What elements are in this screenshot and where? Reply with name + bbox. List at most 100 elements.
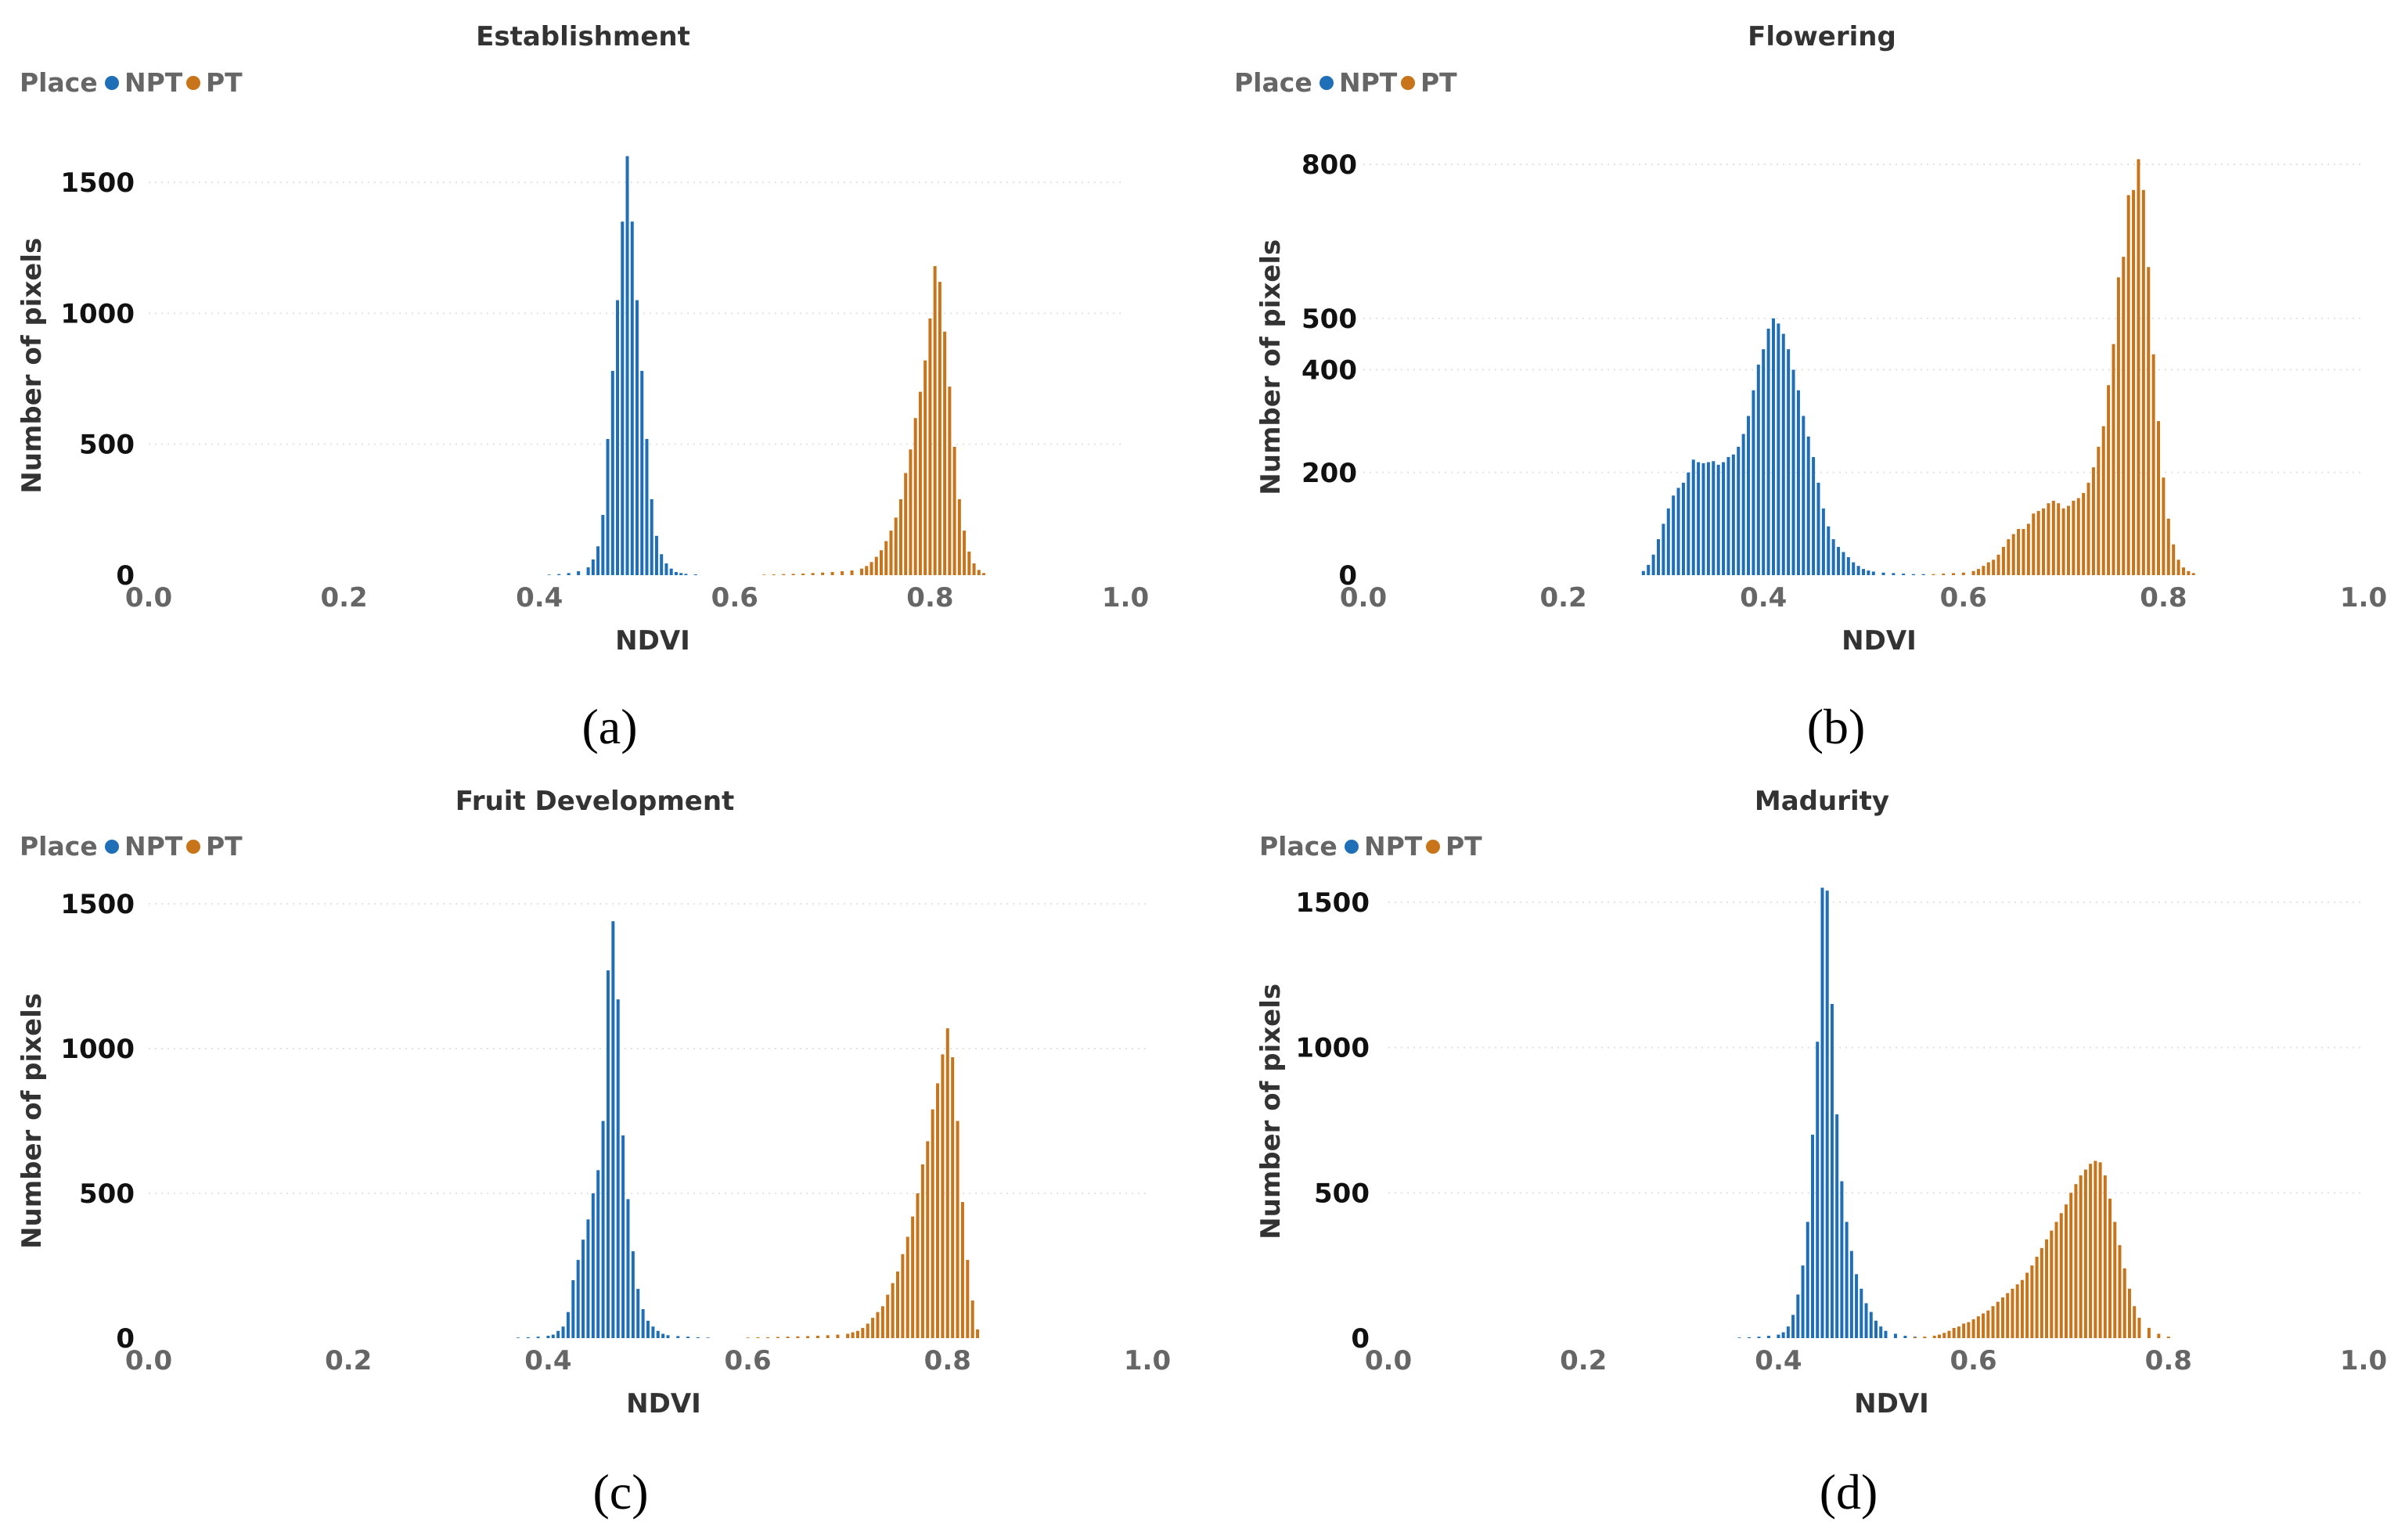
bar — [567, 573, 571, 575]
bar — [2147, 267, 2151, 575]
bar — [2157, 421, 2161, 575]
bar — [591, 559, 595, 575]
bar — [1662, 524, 1665, 575]
bar — [1757, 1337, 1761, 1338]
bar — [1884, 1330, 1888, 1338]
bar — [2191, 573, 2195, 575]
bar — [2122, 1268, 2126, 1338]
y-axis-label: Number of pixels — [16, 993, 48, 1249]
bar — [635, 300, 639, 575]
bar — [1737, 446, 1741, 575]
bar — [2061, 508, 2065, 575]
bar — [1996, 554, 2000, 575]
bar — [656, 1330, 660, 1338]
bar — [811, 573, 815, 575]
bar — [2187, 570, 2191, 575]
panel-title: Madurity — [1755, 786, 1889, 817]
series-npt — [517, 921, 710, 1338]
bar — [967, 551, 971, 575]
bar — [1879, 1326, 1883, 1338]
y-axis-label: Number of pixels — [1255, 239, 1287, 495]
bar — [526, 1337, 530, 1338]
bar — [1791, 1315, 1795, 1338]
bar — [576, 1260, 580, 1338]
bar — [1786, 1326, 1790, 1338]
bar — [1947, 1330, 1951, 1338]
legend-label-npt: NPT — [1364, 831, 1423, 862]
bar — [1701, 462, 1705, 575]
bar — [1942, 574, 1946, 575]
bar — [2051, 500, 2055, 575]
bar — [2076, 498, 2080, 575]
bar — [2001, 546, 2005, 575]
bar — [876, 1312, 880, 1338]
legend-label-npt: NPT — [124, 831, 183, 862]
legend-title: Place — [1234, 67, 1312, 98]
y-tick-label: 400 — [1302, 355, 1357, 387]
bar — [1737, 1337, 1741, 1338]
panel-title: Fruit Development — [455, 786, 735, 817]
legend-marker-npt — [1345, 840, 1359, 854]
bar — [669, 568, 673, 575]
bar — [2074, 1184, 2078, 1338]
bar — [696, 1337, 700, 1338]
bar — [923, 360, 927, 575]
series-pt — [746, 1028, 980, 1338]
bar — [636, 1289, 640, 1338]
bar — [898, 498, 902, 575]
bar — [2066, 506, 2070, 575]
bar — [2011, 1288, 2014, 1338]
bar — [1864, 1303, 1868, 1338]
legend-label-npt: NPT — [1339, 67, 1398, 98]
bar — [916, 1193, 920, 1338]
bar — [1796, 390, 1800, 575]
y-tick-label: 1500 — [60, 167, 135, 199]
bar — [596, 546, 600, 575]
bar — [2113, 1222, 2117, 1338]
bar — [880, 1306, 884, 1338]
bar — [640, 370, 644, 575]
bar — [601, 1121, 605, 1338]
bar — [1957, 1326, 1960, 1338]
x-tick-label: 0.4 — [1755, 1345, 1802, 1376]
bar — [1801, 1265, 1805, 1338]
bar — [586, 567, 590, 575]
bar — [1921, 574, 1925, 575]
bar — [581, 1240, 585, 1338]
bar — [951, 1057, 955, 1338]
bar — [517, 1337, 520, 1338]
bar — [826, 1335, 830, 1338]
bar — [1777, 323, 1780, 575]
panel-caption: (c) — [592, 1464, 648, 1520]
bar — [2166, 1337, 2170, 1338]
bar — [1827, 526, 1831, 575]
x-tick-label: 0.0 — [1365, 1345, 1412, 1376]
bar — [1831, 539, 1835, 575]
bar — [557, 574, 561, 575]
series-npt — [1737, 887, 1917, 1338]
bar — [1837, 546, 1841, 575]
bar — [936, 1083, 940, 1338]
bar — [948, 387, 952, 575]
bar — [2132, 189, 2136, 575]
bar — [1722, 462, 1726, 575]
bar — [960, 1202, 964, 1338]
bar — [865, 566, 869, 575]
series-pt — [1932, 159, 2195, 575]
series-npt — [1641, 318, 1925, 575]
legend: Place NPT PT — [20, 831, 243, 862]
bar — [874, 556, 878, 575]
bar — [2137, 1318, 2141, 1338]
bar — [676, 1336, 680, 1338]
bar — [661, 1333, 665, 1338]
legend-marker-pt — [186, 840, 200, 854]
x-axis-label: NDVI — [1842, 625, 1917, 657]
bar — [1911, 574, 1915, 575]
bar — [616, 999, 620, 1338]
bar — [2006, 1293, 2010, 1338]
bar — [1991, 1306, 1995, 1338]
bar — [830, 571, 834, 575]
panel-madurity: Madurity Place NPT PT 0 500 1000 1500 0.0 0.2 0.4 0… — [1255, 786, 2387, 1520]
bar — [851, 1332, 855, 1338]
panel-establishment: Establishment Place NPT PT 0 500 1000 1500 0.0 0.… — [16, 21, 1149, 754]
